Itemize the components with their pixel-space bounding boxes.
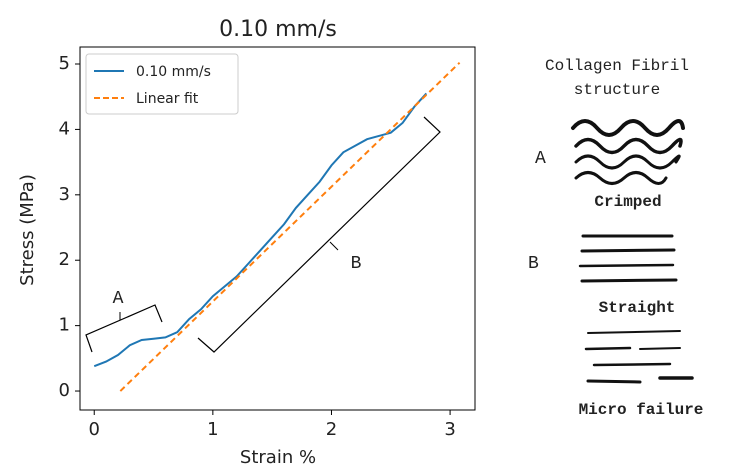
y-tick-label: 0 (59, 380, 70, 401)
axes-frame (79, 46, 476, 411)
panel-title: Collagen Fibril (545, 57, 689, 75)
y-axis-label: Stress (MPa) (17, 174, 38, 286)
row-letter: A (535, 149, 546, 169)
series-line (93, 92, 428, 368)
x-tick-label: 1 (207, 419, 218, 440)
bracket-b-tick (329, 241, 339, 251)
bracket-b (197, 116, 441, 353)
legend-label: 0.10 mm/s (136, 64, 211, 80)
legend: 0.10 mm/s Linear fit (85, 53, 239, 115)
fibril-panel: Collagen Fibril structure A Crimped B St… (528, 57, 703, 419)
y-tick-label: 1 (59, 315, 70, 336)
y-tick-label: 5 (59, 53, 70, 74)
x-axis-label: Strain % (240, 447, 316, 468)
y-tick-label: 2 (59, 249, 70, 270)
row-label: Micro failure (579, 401, 704, 419)
annotation: A (113, 289, 124, 309)
chart-title: 0.10 mm/s (219, 17, 337, 42)
straight-fibers (578, 234, 678, 283)
failed-fibers (584, 330, 694, 384)
series-line (119, 61, 461, 392)
annotation: B (351, 254, 362, 274)
y-tick-label: 3 (59, 184, 70, 205)
y-tick-label: 4 (59, 118, 70, 139)
bracket-a (85, 304, 163, 353)
panel-title: structure (574, 81, 660, 99)
x-tick-label: 0 (89, 419, 100, 440)
row-letter: B (528, 254, 539, 274)
row-label: Straight (599, 299, 676, 317)
legend-label: Linear fit (136, 91, 199, 107)
crimped-fibers (571, 119, 685, 185)
row-label: Crimped (594, 193, 661, 211)
x-tick-label: 2 (326, 419, 337, 440)
plot-area: 0 1 2 3 0 1 2 3 4 5 (59, 53, 461, 440)
x-tick-label: 3 (444, 419, 455, 440)
